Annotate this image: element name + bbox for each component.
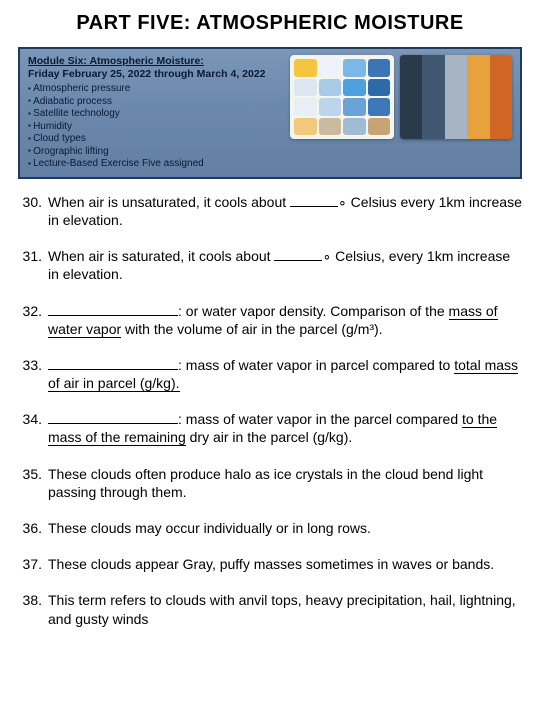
topic-item: Satellite technology	[28, 108, 284, 121]
question-text: These clouds may occur individually or i…	[48, 519, 522, 537]
weather-photo	[400, 55, 512, 139]
topic-item: Humidity	[28, 121, 284, 134]
weather-icon	[343, 98, 366, 116]
fill-blank[interactable]	[290, 194, 338, 207]
weather-icon	[343, 118, 366, 136]
question-number: 36.	[18, 519, 48, 537]
question-text: When air is saturated, it cools about ∘ …	[48, 247, 522, 283]
question: 36.These clouds may occur individually o…	[18, 519, 522, 537]
weather-icon	[294, 79, 317, 97]
question: 30.When air is unsaturated, it cools abo…	[18, 193, 522, 229]
question: 38.This term refers to clouds with anvil…	[18, 591, 522, 627]
question-number: 31.	[18, 247, 48, 283]
fill-blank[interactable]	[48, 303, 178, 316]
question: 37.These clouds appear Gray, puffy masse…	[18, 555, 522, 573]
question-text: When air is unsaturated, it cools about …	[48, 193, 522, 229]
page-title: PART FIVE: ATMOSPHERIC MOISTURE	[18, 12, 522, 35]
question-number: 32.	[18, 302, 48, 338]
fill-blank[interactable]	[48, 357, 178, 370]
weather-icon	[294, 118, 317, 136]
module-banner: Module Six: Atmospheric Moisture: Friday…	[18, 47, 522, 179]
weather-icon	[319, 118, 342, 136]
question-number: 30.	[18, 193, 48, 229]
weather-icon	[319, 59, 342, 77]
question-text: : or water vapor density. Comparison of …	[48, 302, 522, 338]
photo-stripe	[422, 55, 444, 139]
question-text: This term refers to clouds with anvil to…	[48, 591, 522, 627]
question-number: 34.	[18, 410, 48, 446]
module-title: Module Six: Atmospheric Moisture:	[28, 55, 284, 68]
question-text: These clouds often produce halo as ice c…	[48, 465, 522, 501]
question-number: 38.	[18, 591, 48, 627]
topic-list: Atmospheric pressure Adiabatic process S…	[28, 83, 284, 171]
weather-icon	[368, 118, 391, 136]
question: 32.: or water vapor density. Comparison …	[18, 302, 522, 338]
topic-item: Lecture-Based Exercise Five assigned	[28, 158, 284, 171]
photo-stripe	[467, 55, 489, 139]
weather-icon	[294, 98, 317, 116]
question-text: : mass of water vapor in parcel compared…	[48, 356, 522, 392]
question-text: : mass of water vapor in the parcel comp…	[48, 410, 522, 446]
weather-icon	[368, 98, 391, 116]
question-number: 35.	[18, 465, 48, 501]
question-number: 37.	[18, 555, 48, 573]
question-list: 30.When air is unsaturated, it cools abo…	[18, 193, 522, 628]
topic-item: Atmospheric pressure	[28, 83, 284, 96]
fill-blank[interactable]	[48, 412, 178, 425]
page: PART FIVE: ATMOSPHERIC MOISTURE Module S…	[0, 0, 540, 628]
question: 34.: mass of water vapor in the parcel c…	[18, 410, 522, 446]
weather-icon	[343, 59, 366, 77]
photo-stripe	[490, 55, 512, 139]
fill-blank[interactable]	[274, 249, 322, 262]
topic-item: Orographic lifting	[28, 146, 284, 159]
question: 31.When air is saturated, it cools about…	[18, 247, 522, 283]
banner-text: Module Six: Atmospheric Moisture: Friday…	[28, 55, 284, 171]
question-number: 33.	[18, 356, 48, 392]
photo-stripe	[445, 55, 467, 139]
weather-icon-grid	[290, 55, 394, 139]
question: 35.These clouds often produce halo as ic…	[18, 465, 522, 501]
weather-icon	[368, 59, 391, 77]
module-dates: Friday February 25, 2022 through March 4…	[28, 68, 284, 81]
weather-icon	[343, 79, 366, 97]
photo-stripe	[400, 55, 422, 139]
weather-icon	[294, 59, 317, 77]
weather-icon	[319, 79, 342, 97]
weather-icon	[368, 79, 391, 97]
topic-item: Cloud types	[28, 133, 284, 146]
topic-item: Adiabatic process	[28, 96, 284, 109]
question-text: These clouds appear Gray, puffy masses s…	[48, 555, 522, 573]
weather-icon	[319, 98, 342, 116]
question: 33.: mass of water vapor in parcel compa…	[18, 356, 522, 392]
